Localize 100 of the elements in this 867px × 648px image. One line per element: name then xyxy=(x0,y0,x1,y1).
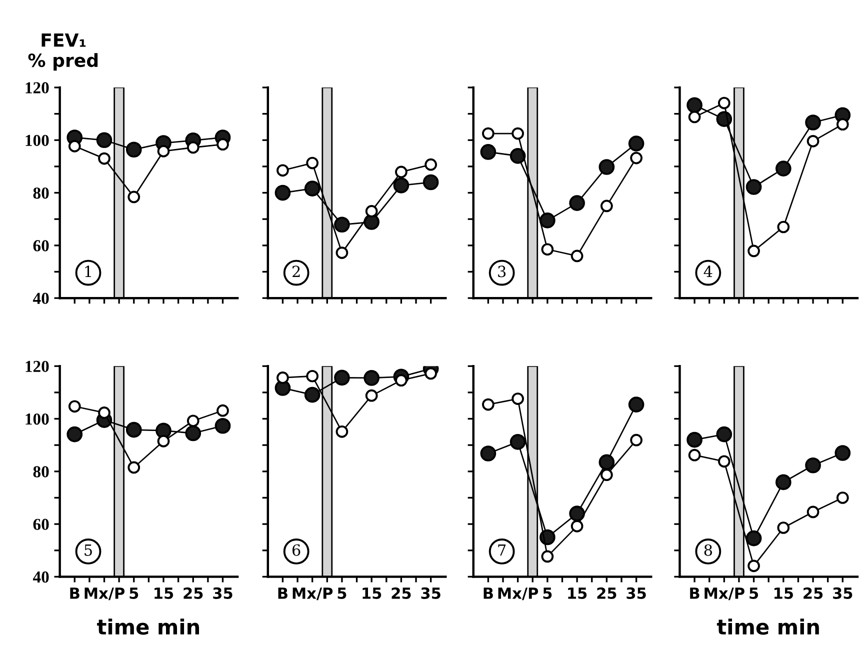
y-tick-label: 80 xyxy=(33,187,49,199)
point xyxy=(512,127,524,140)
point xyxy=(718,96,730,110)
point xyxy=(628,136,644,152)
point xyxy=(68,400,81,413)
point xyxy=(775,474,792,490)
point xyxy=(686,432,702,448)
point xyxy=(336,425,348,438)
y-tick-label: 40 xyxy=(32,571,49,583)
point xyxy=(748,560,760,572)
point xyxy=(66,426,83,442)
point xyxy=(157,145,170,158)
y-tick-label: 40 xyxy=(32,292,49,304)
y-tick-label: 100 xyxy=(26,134,49,146)
x-tick-label: 35 xyxy=(213,587,232,599)
point xyxy=(306,156,319,170)
point xyxy=(836,118,849,131)
point xyxy=(276,164,289,177)
point xyxy=(480,144,496,160)
y-axis-title: FEV₁ % pred xyxy=(28,33,98,71)
annotation: 3 xyxy=(498,266,506,278)
annotation: 5 xyxy=(84,544,92,556)
x-tick-label: B xyxy=(70,588,80,599)
point xyxy=(718,455,730,468)
point xyxy=(364,370,380,386)
point xyxy=(274,184,291,201)
x-tick-label: 35 xyxy=(421,587,440,599)
x-tick-label: 35 xyxy=(626,587,646,599)
point xyxy=(480,446,496,462)
point xyxy=(600,468,613,482)
point xyxy=(395,166,408,178)
x-tick-label: 25 xyxy=(184,587,203,599)
point xyxy=(510,434,526,450)
point xyxy=(304,180,320,196)
y-tick-label: 60 xyxy=(33,240,49,252)
point xyxy=(365,205,378,218)
point xyxy=(688,110,701,124)
point xyxy=(512,392,524,405)
point xyxy=(214,418,231,434)
point xyxy=(748,244,760,258)
x-tick-label: 25 xyxy=(597,587,616,599)
x-tick-label: B xyxy=(278,588,288,599)
point xyxy=(716,426,732,442)
point xyxy=(806,135,820,148)
x-tick-label: Mx/P xyxy=(498,588,538,600)
point xyxy=(98,406,110,419)
point xyxy=(304,386,320,403)
x-tick-label: 35 xyxy=(833,587,852,599)
x-tick-label: 5 xyxy=(543,588,552,599)
point xyxy=(686,97,702,114)
x-tick-label: 15 xyxy=(154,588,174,599)
point xyxy=(777,220,790,234)
point xyxy=(216,404,229,417)
annotation: 4 xyxy=(704,266,712,278)
point xyxy=(541,550,554,563)
point xyxy=(422,174,439,190)
y-tick-label: 120 xyxy=(26,82,49,94)
point xyxy=(569,506,585,522)
point xyxy=(306,370,319,382)
x-tick-label: 15 xyxy=(774,588,793,599)
point xyxy=(424,367,438,380)
point xyxy=(96,132,112,148)
point xyxy=(834,445,851,461)
x-tick-label: Mx/P xyxy=(704,588,744,600)
x-tick-label: 15 xyxy=(568,588,587,599)
point xyxy=(98,152,110,165)
x-tick-label: 15 xyxy=(362,588,382,599)
point xyxy=(746,530,762,546)
point xyxy=(688,448,701,462)
point xyxy=(216,138,229,151)
x-tick-label: 25 xyxy=(804,587,823,599)
point xyxy=(510,148,526,164)
point xyxy=(570,520,584,532)
point xyxy=(540,212,556,228)
point xyxy=(156,422,172,439)
annotation: 1 xyxy=(85,266,91,278)
y-tick-label: 120 xyxy=(26,360,49,372)
point xyxy=(126,422,142,438)
point xyxy=(777,522,790,534)
x-axis-title: time min xyxy=(716,618,819,635)
point xyxy=(598,159,615,175)
point xyxy=(746,179,762,195)
point xyxy=(365,389,378,402)
point xyxy=(393,177,410,194)
point xyxy=(598,454,615,470)
x-tick-label: B xyxy=(484,588,493,599)
point xyxy=(128,461,140,474)
point xyxy=(630,152,642,164)
point xyxy=(336,246,348,259)
point xyxy=(128,190,140,204)
y-tick-label: 100 xyxy=(26,413,49,425)
point xyxy=(541,243,554,256)
point xyxy=(482,127,494,140)
point xyxy=(805,457,821,474)
point xyxy=(334,370,350,386)
point xyxy=(334,216,350,233)
point xyxy=(186,414,200,428)
point xyxy=(424,158,438,171)
x-tick-label: 5 xyxy=(338,588,346,599)
point xyxy=(630,434,642,446)
